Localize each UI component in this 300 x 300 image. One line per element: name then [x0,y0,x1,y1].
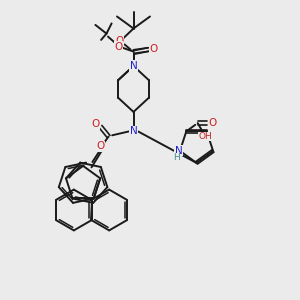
Text: O: O [208,118,217,128]
Text: N: N [130,126,137,136]
Text: O: O [150,44,158,55]
Text: N: N [130,61,137,71]
Text: O: O [115,41,123,52]
Text: OH: OH [198,132,212,141]
Text: O: O [91,119,100,130]
Text: O: O [97,141,105,152]
Text: O: O [115,36,124,46]
Text: H: H [173,153,180,162]
Text: N: N [175,146,182,156]
Text: O: O [150,44,158,54]
Text: N: N [130,61,137,71]
